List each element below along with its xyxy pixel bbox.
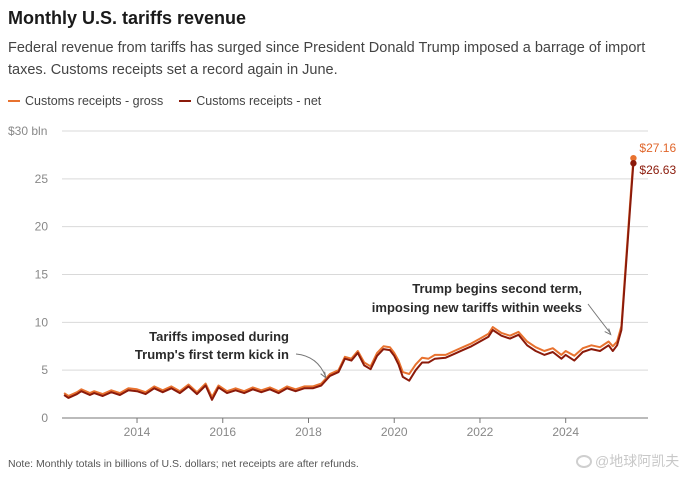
chart-title: Monthly U.S. tariffs revenue	[8, 8, 247, 28]
annotation-first-term-arrow	[295, 353, 327, 377]
y-tick-label: 25	[35, 172, 49, 186]
y-tick-label: 15	[35, 268, 49, 282]
chart-subtitle: Federal revenue from tariffs has surged …	[8, 40, 646, 78]
watermark: @地球阿凯夫	[576, 451, 679, 471]
x-tick-label: 2014	[124, 425, 151, 439]
annotation-second-term-line1: Trump begins second term,	[412, 281, 582, 296]
y-tick-label: 5	[41, 363, 48, 377]
annotation-first-term-line2: Trump's first term kick in	[135, 347, 289, 362]
weibo-logo-icon	[576, 454, 592, 468]
x-tick-label: 2018	[295, 425, 322, 439]
annotation-first-term-line1: Tariffs imposed during	[149, 329, 289, 344]
annotation-first-term-arrowhead	[320, 371, 327, 379]
x-tick-label: 2016	[209, 425, 236, 439]
y-tick-label: $30 bln	[8, 124, 47, 138]
end-point-net	[630, 160, 637, 167]
legend-item-net: Customs receipts - net	[179, 94, 321, 108]
end-point-gross	[630, 154, 637, 162]
footnote: Note: Monthly totals in billions of U.S.…	[8, 458, 359, 470]
x-tick-label: 2022	[467, 425, 494, 439]
legend-label-gross: Customs receipts - gross	[25, 94, 164, 108]
y-tick-label: 20	[35, 220, 49, 234]
y-tick-label: 0	[41, 411, 48, 425]
legend-swatch-net	[179, 100, 192, 102]
series-line-gross	[63, 158, 635, 398]
end-label-net: $26.63	[639, 163, 676, 177]
legend-label-net: Customs receipts - net	[196, 94, 322, 108]
annotation-second-term-arrowhead	[604, 328, 612, 336]
annotation-second-term-line2: imposing new tariffs within weeks	[372, 300, 582, 315]
series-line-net	[63, 163, 635, 401]
legend: Customs receipts - gross Customs receipt…	[8, 94, 321, 108]
x-tick-label: 2020	[381, 425, 408, 439]
annotation-second-term-arrow	[587, 303, 612, 334]
legend-swatch-gross	[8, 100, 20, 102]
y-tick-label: 10	[35, 315, 49, 329]
end-label-gross: $27.16	[639, 141, 676, 155]
legend-item-gross: Customs receipts - gross	[8, 94, 163, 108]
watermark-text: @地球阿凯夫	[595, 453, 680, 469]
x-tick-label: 2024	[552, 425, 579, 439]
